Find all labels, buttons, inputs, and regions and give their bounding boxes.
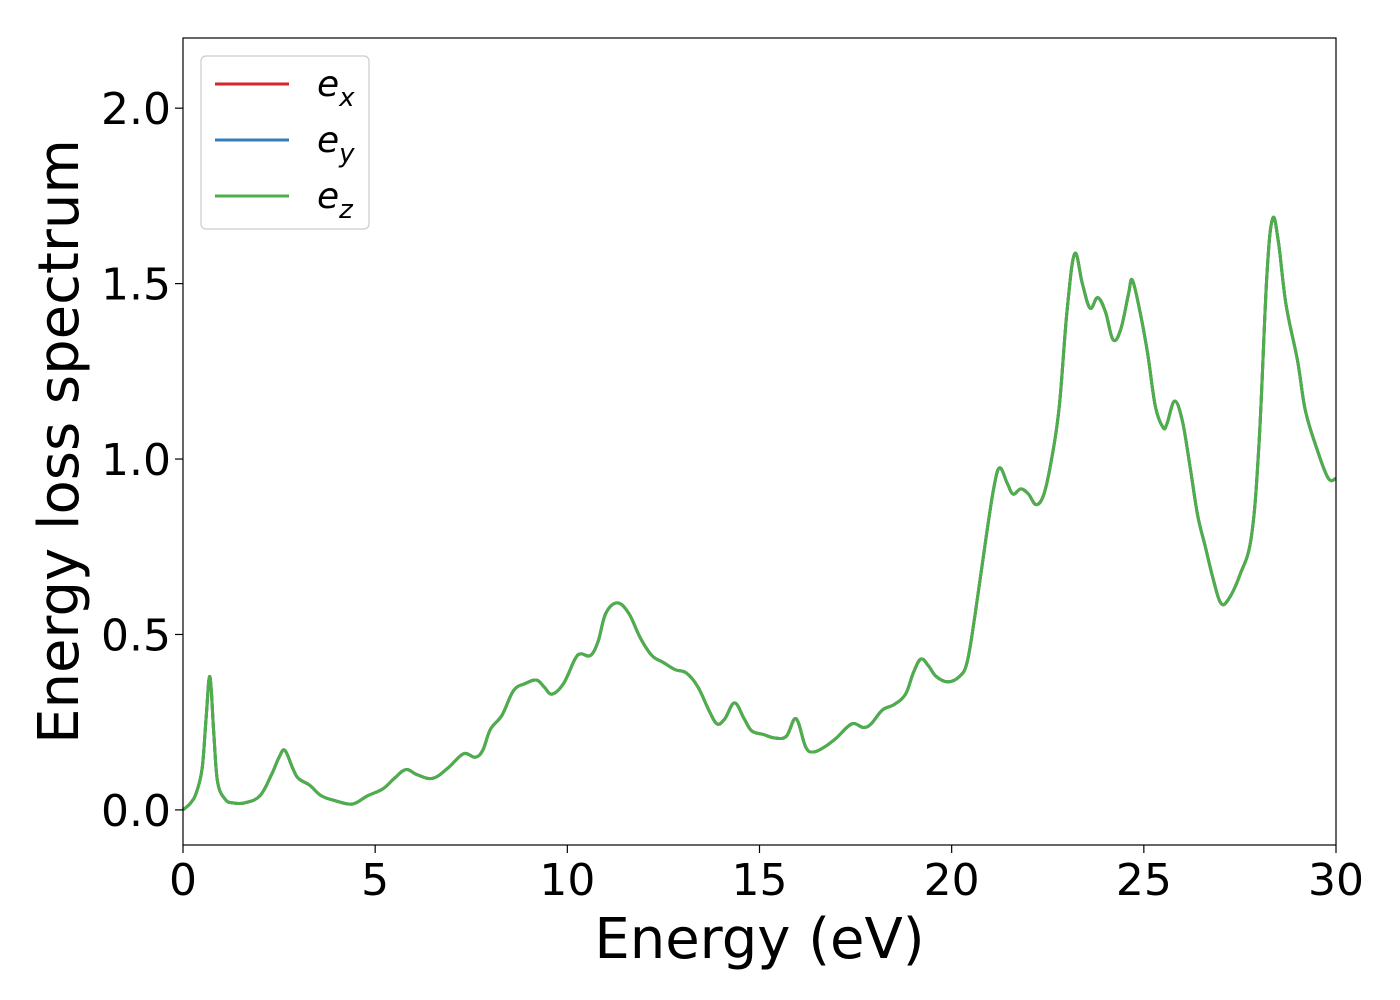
y-tick-label: 2.0 <box>101 84 171 135</box>
x-axis-ticks: 0 5 10 15 20 25 30 <box>169 845 1364 906</box>
y-tick-label: 0.5 <box>101 610 171 661</box>
legend-label-e-y: ey <box>317 120 355 169</box>
x-tick-label: 10 <box>539 855 595 906</box>
x-tick-label: 25 <box>1116 855 1172 906</box>
legend-label-e-x: ex <box>317 64 355 113</box>
x-axis-label: Energy (eV) <box>594 907 924 972</box>
series-line-e-z <box>181 215 1337 812</box>
legend-label-subscript: y <box>338 139 355 169</box>
y-axis-label: Energy loss spectrum <box>27 139 92 744</box>
y-tick-label: 1.5 <box>101 260 171 311</box>
y-tick-label: 1.0 <box>101 435 171 486</box>
legend-label-base: e <box>317 64 339 105</box>
series-layer <box>181 215 1337 812</box>
legend-box <box>200 55 370 230</box>
plot-area <box>183 38 1336 845</box>
legend-label-base: e <box>317 176 339 217</box>
x-tick-label: 30 <box>1308 855 1364 906</box>
legend-label-base: e <box>317 120 339 161</box>
legend-label-subscript: x <box>338 83 355 113</box>
x-tick-label: 20 <box>924 855 980 906</box>
legend-label-subscript: z <box>338 195 354 225</box>
y-tick-label: 0.0 <box>101 786 171 837</box>
legend-label-e-z: ez <box>317 176 354 225</box>
y-axis-ticks: 0.0 0.5 1.0 1.5 2.0 <box>101 84 183 837</box>
x-tick-label: 15 <box>732 855 788 906</box>
x-tick-label: 5 <box>361 855 389 906</box>
x-tick-label: 0 <box>169 855 197 906</box>
